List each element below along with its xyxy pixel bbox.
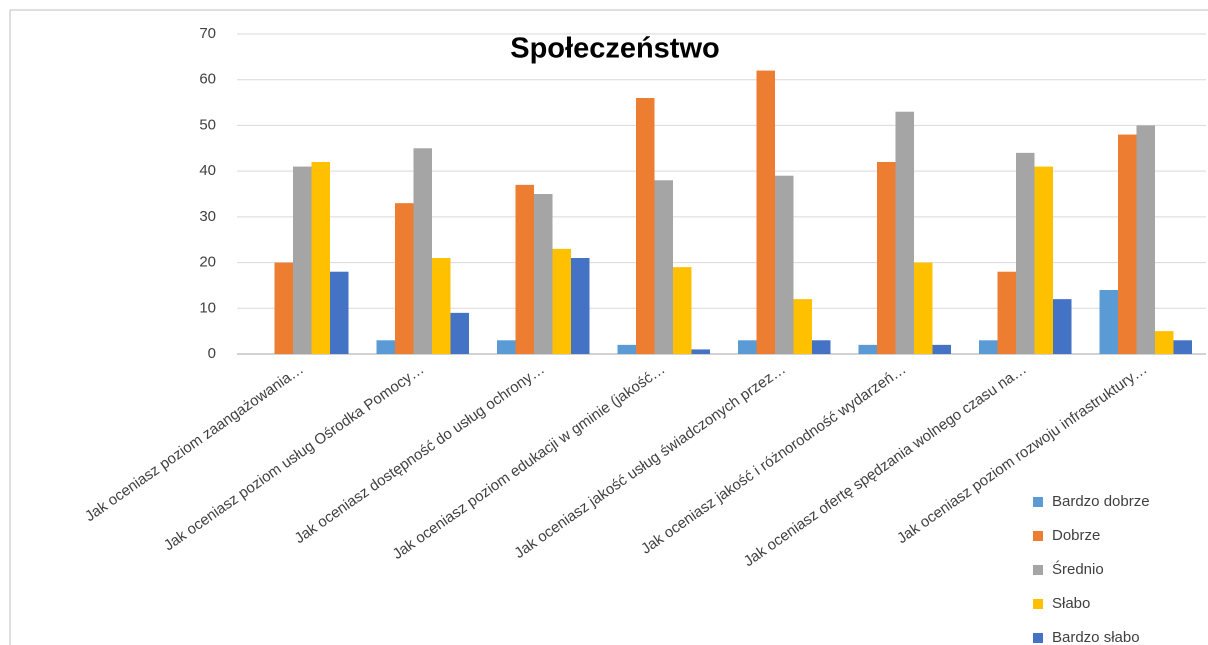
legend-label: Słabo <box>1052 595 1090 612</box>
bar <box>895 111 914 354</box>
bar <box>376 340 395 354</box>
x-tick-label: Jak oceniasz poziom zaangażowania… <box>82 361 307 526</box>
x-tick-label: Jak oceniasz dostępność do usług ochrony… <box>291 361 547 548</box>
bar <box>756 70 775 355</box>
bar <box>932 344 951 354</box>
legend-label: Bardzo słabo <box>1052 629 1140 645</box>
bar <box>1016 152 1035 354</box>
bar <box>515 184 534 354</box>
chart-title: Społeczeństwo <box>510 33 720 65</box>
legend-swatch <box>1033 633 1043 643</box>
bar <box>979 340 998 354</box>
bar <box>858 344 877 354</box>
legend-label: Bardzo dobrze <box>1052 493 1150 510</box>
legend-swatch <box>1033 599 1043 609</box>
legend-swatch <box>1033 531 1043 541</box>
legend-swatch <box>1033 565 1043 575</box>
x-tick-label: Jak oceniasz poziom edukacji w gminie (j… <box>389 361 668 563</box>
bar <box>914 262 933 354</box>
bar <box>793 299 812 354</box>
bar <box>812 340 831 354</box>
y-tick-label: 50 <box>199 116 216 133</box>
bar <box>552 248 571 354</box>
bar <box>775 175 794 354</box>
y-tick-label: 40 <box>199 162 216 179</box>
y-tick-label: 0 <box>208 345 216 362</box>
bar <box>1053 299 1072 354</box>
y-tick-label: 20 <box>199 254 216 271</box>
bar <box>1118 134 1137 354</box>
bar <box>274 262 293 354</box>
bar <box>636 98 655 354</box>
bar <box>413 148 432 354</box>
x-tick-label: Jak oceniasz poziom usług Ośrodka Pomocy… <box>161 361 428 555</box>
legend-label: Dobrze <box>1052 527 1100 544</box>
y-tick-label: 10 <box>199 299 216 316</box>
x-tick-label: Jak oceniasz jakość usług świadczonych p… <box>511 361 788 562</box>
y-tick-label: 30 <box>199 208 216 225</box>
bar <box>1173 340 1192 354</box>
y-tick-label: 60 <box>199 71 216 88</box>
bar <box>997 271 1016 354</box>
bar <box>738 340 757 354</box>
bar <box>330 271 349 354</box>
bar <box>1136 125 1155 354</box>
y-tick-label: 70 <box>199 25 216 42</box>
bar <box>311 162 330 354</box>
bar <box>654 180 673 354</box>
bar <box>395 203 414 354</box>
bar <box>691 349 710 354</box>
bar <box>673 267 692 354</box>
bar <box>571 258 590 354</box>
bar <box>617 344 636 354</box>
bar <box>1155 331 1174 354</box>
bar <box>432 258 451 354</box>
x-tick-label: Jak oceniasz poziom rozwoju infrastruktu… <box>894 361 1150 548</box>
legend-swatch <box>1033 497 1043 507</box>
bar <box>293 166 312 354</box>
bar <box>877 162 896 354</box>
bar <box>534 194 553 354</box>
x-tick-label: Jak oceniasz ofertę spędzania wolnego cz… <box>741 361 1030 571</box>
legend-label: Średnio <box>1052 560 1104 578</box>
bar <box>1034 166 1053 354</box>
bar <box>450 312 469 354</box>
x-tick-label: Jak oceniasz jakość i różnorodność wydar… <box>638 361 909 558</box>
bar <box>497 340 516 354</box>
bar <box>1099 290 1118 354</box>
